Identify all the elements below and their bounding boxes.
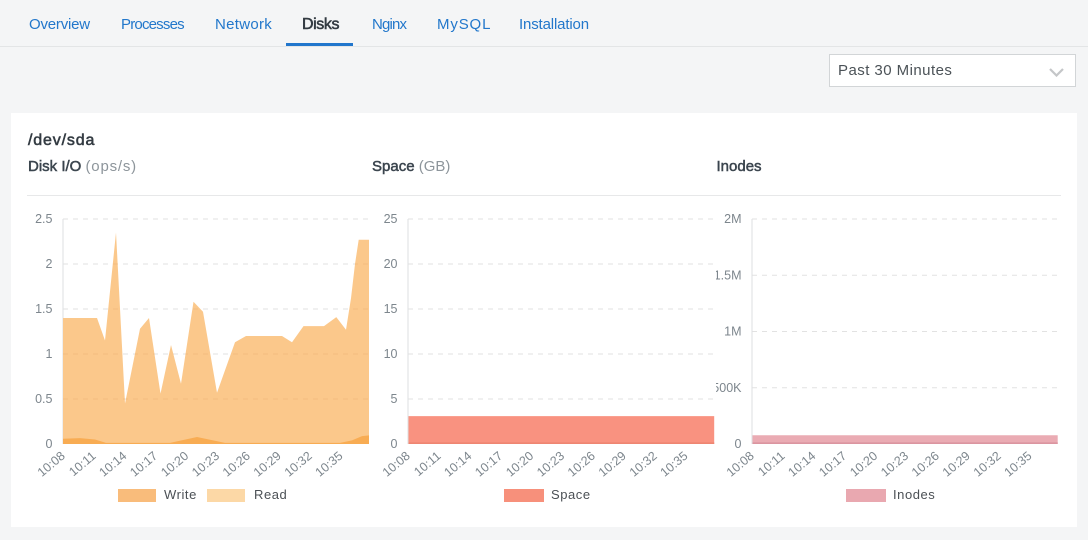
svg-text:10:26: 10:26: [909, 449, 942, 480]
svg-text:10: 10: [383, 347, 397, 361]
svg-text:10:35: 10:35: [313, 449, 346, 480]
svg-text:15: 15: [383, 302, 397, 316]
svg-text:2: 2: [46, 257, 53, 271]
svg-text:1.5M: 1.5M: [716, 269, 742, 283]
svg-text:10:35: 10:35: [1002, 449, 1035, 480]
svg-text:2.5: 2.5: [35, 212, 52, 226]
svg-text:10:08: 10:08: [379, 449, 412, 480]
svg-text:1: 1: [46, 347, 53, 361]
svg-text:5: 5: [390, 392, 397, 406]
svg-text:10:17: 10:17: [817, 449, 850, 480]
svg-text:10:29: 10:29: [940, 449, 973, 480]
svg-text:10:32: 10:32: [626, 449, 659, 480]
svg-text:20: 20: [383, 257, 397, 271]
svg-text:10:32: 10:32: [282, 449, 315, 480]
svg-text:10:20: 10:20: [848, 449, 881, 480]
svg-text:0.5: 0.5: [35, 392, 52, 406]
svg-text:10:35: 10:35: [657, 449, 690, 480]
svg-text:10:14: 10:14: [96, 449, 129, 480]
svg-text:10:23: 10:23: [534, 449, 567, 480]
svg-text:10:14: 10:14: [441, 449, 474, 480]
svg-text:10:20: 10:20: [158, 449, 191, 480]
svg-text:10:11: 10:11: [66, 449, 98, 479]
svg-text:10:23: 10:23: [879, 449, 912, 480]
svg-text:10:29: 10:29: [596, 449, 629, 480]
svg-text:10:08: 10:08: [35, 449, 68, 480]
svg-text:10:17: 10:17: [472, 449, 505, 480]
svg-text:10:26: 10:26: [565, 449, 598, 480]
svg-text:10:11: 10:11: [411, 449, 443, 479]
svg-text:10:20: 10:20: [503, 449, 536, 480]
svg-text:10:23: 10:23: [189, 449, 222, 480]
svg-text:10:17: 10:17: [127, 449, 160, 480]
svg-text:1.5: 1.5: [35, 302, 52, 316]
svg-text:500K: 500K: [716, 381, 742, 395]
svg-text:0: 0: [735, 437, 742, 451]
svg-text:25: 25: [383, 212, 397, 226]
svg-text:10:14: 10:14: [786, 449, 819, 480]
svg-text:10:26: 10:26: [220, 449, 253, 480]
svg-text:1M: 1M: [725, 325, 742, 339]
svg-text:10:32: 10:32: [971, 449, 1004, 480]
svg-text:10:29: 10:29: [251, 449, 284, 480]
svg-text:0: 0: [46, 437, 53, 451]
svg-text:0: 0: [390, 437, 397, 451]
svg-text:10:11: 10:11: [756, 449, 788, 479]
svg-text:10:08: 10:08: [724, 449, 757, 480]
svg-text:2M: 2M: [725, 212, 742, 226]
